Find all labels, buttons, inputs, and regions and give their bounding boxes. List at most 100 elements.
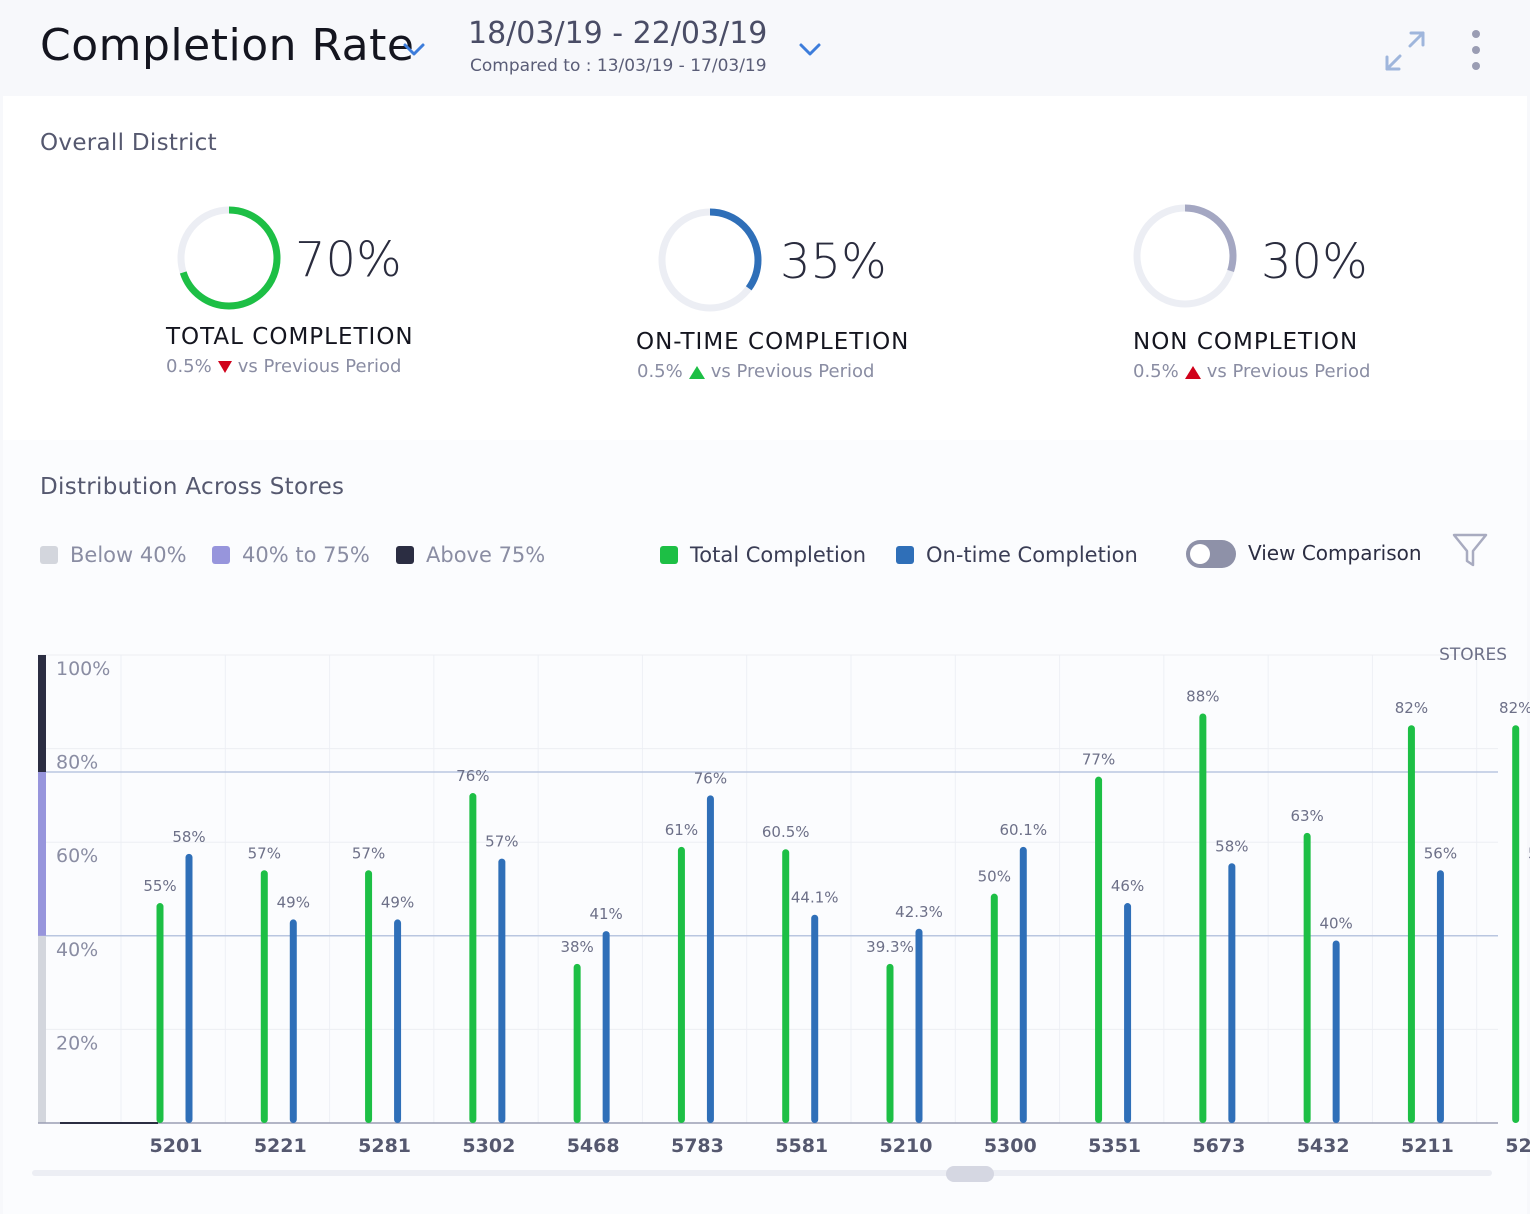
- data-label: 82%: [1499, 699, 1530, 717]
- chart-scrollbar-track[interactable]: [32, 1170, 1492, 1176]
- data-label: 41%: [589, 905, 622, 923]
- bar-on-time-completion: [394, 919, 402, 1123]
- data-label: 63%: [1290, 807, 1323, 825]
- legend-on-time-completion[interactable]: On-time Completion: [896, 543, 1138, 567]
- legend-swatch: [40, 546, 58, 564]
- view-comparison-toggle[interactable]: [1186, 540, 1236, 568]
- legend-swatch: [660, 546, 678, 564]
- date-range[interactable]: 18/03/19 - 22/03/19: [468, 16, 768, 51]
- x-tick-label: 5201: [150, 1135, 203, 1157]
- x-tick-label: 5302: [462, 1135, 515, 1157]
- x-axis-title: STORES: [1439, 645, 1507, 665]
- data-label: 55%: [143, 877, 176, 895]
- bar-total-completion: [1512, 725, 1520, 1123]
- x-tick-label: 5205: [1505, 1135, 1530, 1157]
- data-label: 40%: [1319, 914, 1352, 932]
- compared-to-range: Compared to : 13/03/19 - 17/03/19: [470, 56, 767, 76]
- data-label: 60.5%: [762, 823, 810, 841]
- data-label: 50%: [978, 868, 1011, 886]
- data-label: 44.1%: [791, 889, 839, 907]
- data-label: 49%: [381, 893, 414, 911]
- bar-on-time-completion: [706, 795, 714, 1123]
- bar-on-time-completion: [289, 919, 297, 1123]
- data-label: 76%: [694, 769, 727, 787]
- kpi-change: 0.5% vs Previous Period: [166, 356, 402, 377]
- kpi-value: 35%: [780, 234, 887, 290]
- total-completion-donut: [177, 206, 281, 310]
- title-dropdown-chevron-down-icon[interactable]: [402, 42, 426, 58]
- bar-on-time-completion: [1436, 870, 1444, 1123]
- bar-on-time-completion: [1228, 863, 1236, 1123]
- expand-icon[interactable]: [1382, 28, 1428, 74]
- chart-scrollbar-thumb[interactable]: [946, 1166, 994, 1182]
- bar-total-completion: [260, 870, 268, 1123]
- date-dropdown-chevron-down-icon[interactable]: [798, 42, 822, 58]
- view-comparison-label: View Comparison: [1248, 541, 1422, 565]
- bar-on-time-completion: [811, 914, 819, 1123]
- x-tick-label: 5351: [1088, 1135, 1141, 1157]
- bar-on-time-completion: [498, 858, 506, 1123]
- more-vertical-icon[interactable]: [1466, 28, 1486, 74]
- x-tick-label: 5581: [775, 1135, 828, 1157]
- data-label: 38%: [560, 938, 593, 956]
- y-tick-label: 20%: [56, 1032, 98, 1054]
- data-label: 82%: [1395, 699, 1428, 717]
- data-label: 56%: [1424, 844, 1457, 862]
- trend-up-icon: [1184, 365, 1201, 379]
- overview-panel: Overall District 70% TOTAL COMPLETION 0.…: [3, 96, 1527, 440]
- bar-total-completion: [1095, 776, 1103, 1123]
- bar-on-time-completion: [1019, 846, 1027, 1123]
- on-time-completion-donut: [658, 208, 762, 312]
- bar-on-time-completion: [1332, 940, 1340, 1123]
- trend-up-icon: [688, 365, 705, 379]
- bar-total-completion: [573, 963, 581, 1123]
- data-label: 56%: [1528, 844, 1530, 862]
- data-label: 60.1%: [999, 821, 1047, 839]
- x-tick-label: 5281: [358, 1135, 411, 1157]
- x-tick-label: 5432: [1297, 1135, 1350, 1157]
- y-tick-label: 100%: [56, 658, 110, 680]
- data-label: 57%: [485, 833, 518, 851]
- widget-header: Completion Rate 18/03/19 - 22/03/19 Comp…: [0, 0, 1530, 96]
- y-tick-label: 80%: [56, 752, 98, 774]
- bar-total-completion: [677, 846, 685, 1123]
- legend-below-40: Below 40%: [40, 543, 187, 567]
- data-label: 46%: [1111, 877, 1144, 895]
- x-tick-label: 5300: [984, 1135, 1037, 1157]
- y-tick-label: 60%: [56, 845, 98, 867]
- data-label: 76%: [456, 767, 489, 785]
- legend-swatch: [212, 546, 230, 564]
- data-label: 58%: [1215, 837, 1248, 855]
- x-tick-label: 5468: [567, 1135, 620, 1157]
- legend-40-to-75: 40% to 75%: [212, 543, 370, 567]
- y-tick-label: 40%: [56, 939, 98, 961]
- legend-above-75: Above 75%: [396, 543, 545, 567]
- trend-down-icon: [217, 361, 232, 373]
- bar-total-completion: [156, 903, 164, 1123]
- overview-section-title: Overall District: [40, 130, 217, 156]
- kpi-value: 70%: [295, 232, 402, 288]
- y-range-band: [38, 655, 46, 772]
- data-label: 61%: [665, 821, 698, 839]
- bar-on-time-completion: [1124, 903, 1132, 1123]
- x-tick-label: 5211: [1401, 1135, 1454, 1157]
- distribution-panel: Distribution Across Stores: [3, 440, 1527, 1214]
- data-label: 88%: [1186, 688, 1219, 706]
- bar-total-completion: [469, 793, 477, 1123]
- data-label: 49%: [277, 893, 310, 911]
- x-tick-label: 5210: [880, 1135, 933, 1157]
- data-label: 58%: [172, 828, 205, 846]
- distribution-section-title: Distribution Across Stores: [40, 474, 345, 500]
- bar-total-completion: [1199, 713, 1207, 1123]
- bar-total-completion: [365, 870, 373, 1123]
- bar-on-time-completion: [185, 853, 193, 1123]
- non-completion-donut: [1133, 204, 1237, 308]
- bar-total-completion: [990, 893, 998, 1123]
- page-title: Completion Rate: [40, 20, 415, 71]
- filter-icon[interactable]: [1452, 532, 1488, 568]
- x-tick-label: 5783: [671, 1135, 724, 1157]
- kpi-label: TOTAL COMPLETION: [166, 324, 414, 350]
- legend-total-completion[interactable]: Total Completion: [660, 543, 866, 567]
- kpi-label: ON-TIME COMPLETION: [636, 329, 910, 355]
